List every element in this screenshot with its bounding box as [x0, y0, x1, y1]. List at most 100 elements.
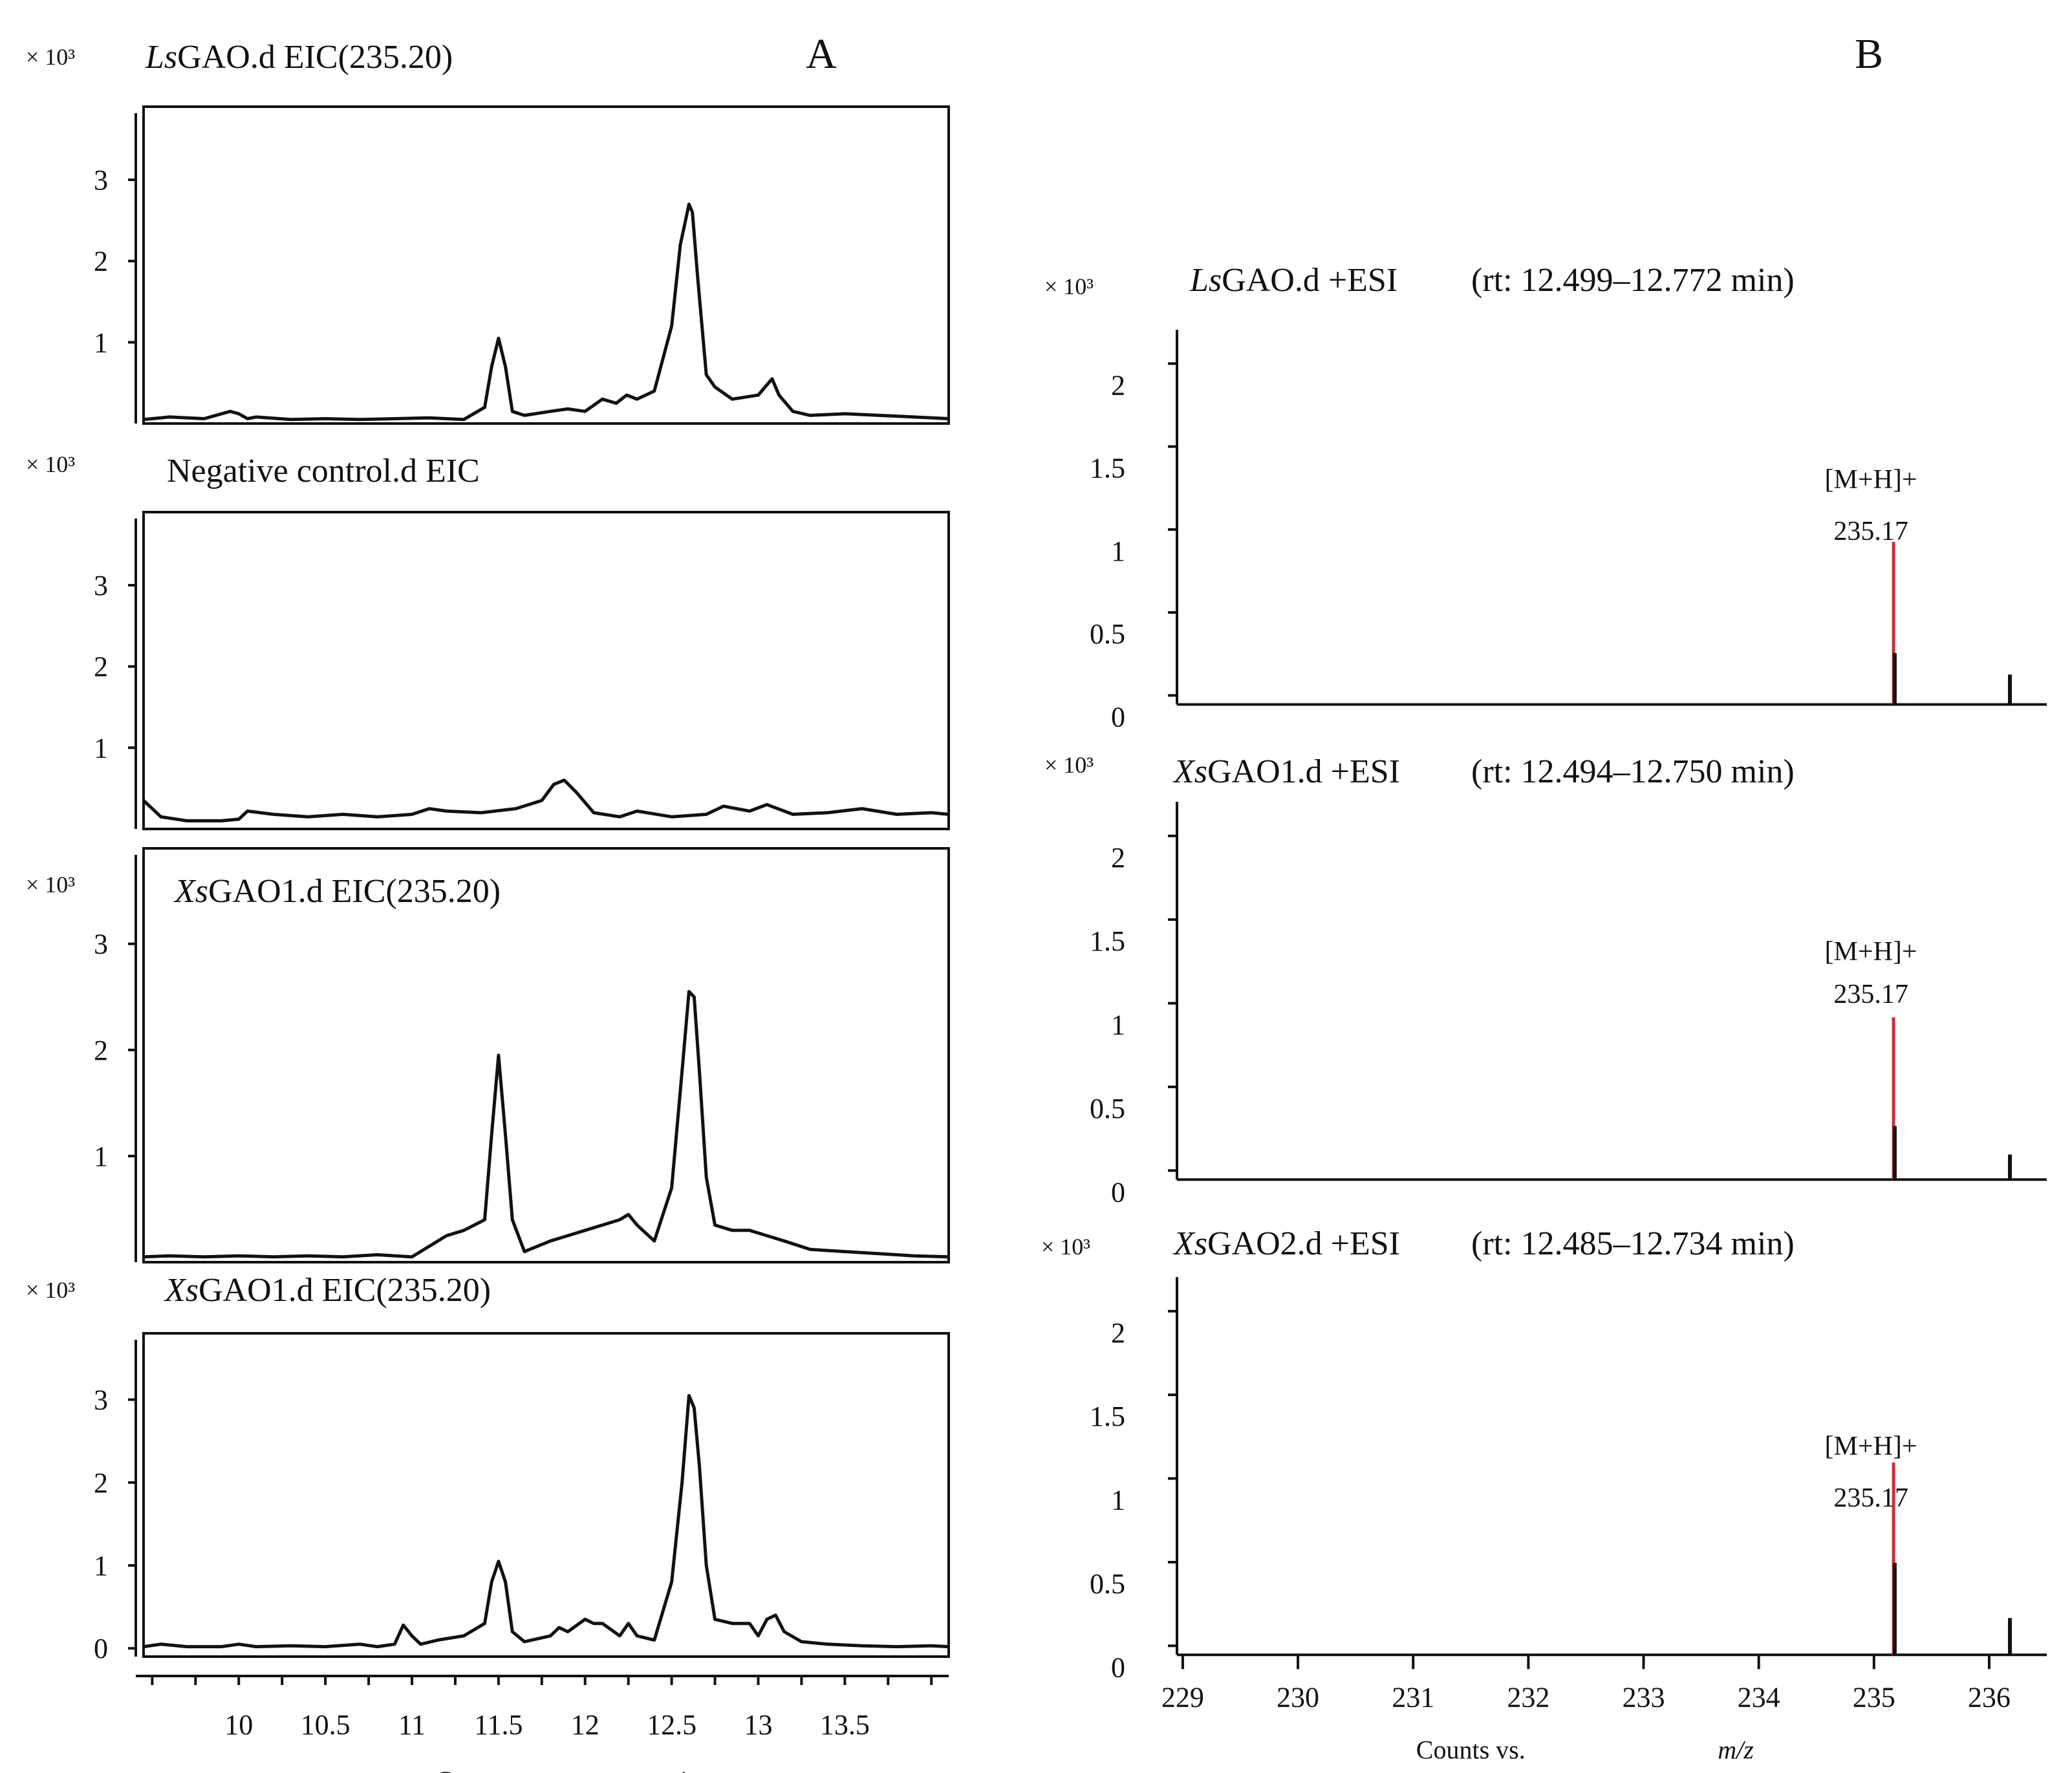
chart-2: × 10³ Negative control.d EIC 1 2 3 — [26, 451, 950, 830]
y-tick-label: 1.5 — [1090, 453, 1125, 484]
y-multiplier-label: × 10³ — [1041, 1234, 1090, 1260]
x-tick-label: 10 — [224, 1709, 253, 1741]
x-axis-label-unit: min — [660, 1766, 700, 1773]
y-tick-label: 2 — [94, 651, 108, 683]
x-tick-label: 234 — [1738, 1681, 1780, 1713]
x-tick-label: 11.5 — [474, 1709, 523, 1741]
peak-annotation-mz: 235.17 — [1833, 980, 1908, 1009]
chart-title-text: GAO1.d EIC(235.20) — [208, 873, 501, 910]
y-tick-label: 1.5 — [1090, 925, 1125, 957]
y-tick-label: 1 — [94, 327, 108, 358]
chart-7: × 10³ XsGAO2.d +ESI (rt: 12.485–12.734 min… — [1041, 1225, 2047, 1764]
y-tick-label: 1 — [94, 732, 108, 764]
y-multiplier-label: × 10³ — [26, 1277, 75, 1303]
y-tick-label: 3 — [94, 570, 108, 601]
y-multiplier-label: × 10³ — [26, 44, 75, 70]
chart-title: XsGAO1.d EIC(235.20) — [164, 1272, 491, 1309]
plot-frame — [142, 1332, 950, 1658]
y-multiplier-label: × 10³ — [26, 451, 75, 477]
x-tick-label: 10.5 — [301, 1709, 351, 1741]
x-tick-label: 12 — [571, 1709, 599, 1741]
x-tick-label: 230 — [1277, 1681, 1319, 1713]
x-tick-label: 232 — [1507, 1681, 1549, 1713]
y-tick-label: 2 — [94, 246, 108, 277]
chart-6: × 10³ XsGAO1.d +ESI (rt: 12.494–12.750 min… — [1044, 752, 2047, 1208]
peak-annotation-mz: 235.17 — [1833, 517, 1908, 546]
y-tick-label: 1.5 — [1090, 1401, 1125, 1432]
y-tick-label: 0 — [1111, 1176, 1125, 1208]
chart-title-italic: Xs — [164, 1272, 199, 1309]
chart-title-text: Negative control.d EIC — [167, 453, 480, 489]
y-tick-label: 0.5 — [1090, 618, 1125, 650]
chart-title: XsGAO1.d EIC(235.20) — [173, 873, 501, 910]
chart-title-text: GAO.d EIC(235.20) — [177, 39, 453, 76]
x-axis-label-counts: Counts vs. — [435, 1766, 545, 1773]
panel-label-a: A — [806, 30, 837, 78]
chart-title: LsGAO.d +ESI — [1189, 262, 1398, 299]
panel-label-b: B — [1855, 30, 1883, 78]
chart-title-italic: Ls — [145, 39, 177, 76]
chart-3: × 10³ XsGAO1.d EIC(235.20) 1 2 3 — [26, 847, 950, 1263]
y-tick-label: 3 — [94, 1384, 108, 1416]
peak-annotation-mz: 235.17 — [1833, 1483, 1908, 1513]
retention-time-label: (rt: 12.499–12.772 min) — [1471, 262, 1795, 299]
plot-frame — [142, 105, 950, 425]
chromatogram-trace — [142, 779, 949, 822]
chart-title-text: GAO1.d +ESI — [1207, 753, 1400, 790]
chart-5: × 10³ LsGAO.d +ESI (rt: 12.499–12.772 min)… — [1044, 262, 2047, 733]
chart-title-italic: Xs — [1172, 753, 1207, 790]
x-tick-label: 229 — [1161, 1681, 1204, 1713]
charts-layer: × 10³ LsGAO.d EIC(235.20)123× 10³ Negative… — [26, 39, 2047, 1773]
chart-title: LsGAO.d EIC(235.20) — [145, 39, 453, 76]
y-multiplier-label: × 10³ — [1044, 274, 1094, 299]
plot-frame — [142, 511, 950, 830]
y-tick-label: 2 — [1111, 369, 1125, 401]
chart-1: × 10³ LsGAO.d EIC(235.20) 1 2 3 — [26, 39, 950, 425]
y-tick-label: 2 — [94, 1467, 108, 1499]
plot-frame — [142, 847, 950, 1263]
y-tick-label: 0 — [1111, 701, 1125, 733]
x-tick-label: 231 — [1392, 1681, 1434, 1713]
chart-title: XsGAO2.d +ESI — [1172, 1225, 1400, 1262]
x-tick-label: 12.5 — [647, 1709, 696, 1741]
y-tick-label: 0.5 — [1090, 1093, 1125, 1124]
chart-title: Negative control.d EIC — [167, 453, 480, 489]
y-multiplier-label: × 10³ — [1044, 752, 1094, 778]
retention-time-label: (rt: 12.485–12.734 min) — [1471, 1225, 1795, 1262]
y-tick-label: 1 — [1111, 535, 1125, 567]
chart-title-italic: Ls — [1189, 262, 1222, 299]
y-tick-label: 3 — [94, 164, 108, 196]
x-tick-label: 236 — [1968, 1681, 2011, 1713]
y-tick-label: 1 — [1111, 1009, 1125, 1041]
y-multiplier-label: × 10³ — [26, 872, 75, 897]
chart-title: XsGAO1.d +ESI — [1172, 753, 1400, 790]
y-tick-label: 2 — [1111, 842, 1125, 874]
chromatogram-trace — [143, 202, 949, 422]
y-tick-label: 1 — [94, 1141, 108, 1172]
chromatogram-trace — [143, 1393, 949, 1649]
x-tick-label: 13.5 — [820, 1709, 870, 1741]
x-tick-label: 11 — [398, 1709, 426, 1741]
peak-annotation-ion: [M+H]+ — [1825, 465, 1917, 495]
y-tick-label: 3 — [94, 929, 108, 960]
chart-title-text: GAO1.d EIC(235.20) — [199, 1272, 491, 1309]
y-tick-label: 1 — [1111, 1485, 1125, 1516]
retention-time-label: (rt: 12.494–12.750 min) — [1471, 753, 1795, 790]
y-tick-label: 0.5 — [1090, 1568, 1125, 1600]
y-tick-label: 2 — [94, 1035, 108, 1066]
chart-title-italic: Xs — [173, 873, 208, 910]
x-tick-label: 233 — [1622, 1681, 1665, 1713]
y-tick-label: 0 — [1111, 1651, 1125, 1683]
chromatogram-trace — [143, 990, 949, 1259]
y-tick-label: 2 — [1111, 1317, 1125, 1349]
x-axis-label-counts: Counts vs. — [1416, 1735, 1526, 1764]
peak-annotation-ion: [M+H]+ — [1825, 1432, 1917, 1461]
y-tick-label: 0 — [94, 1633, 108, 1664]
x-tick-label: 235 — [1853, 1681, 1895, 1713]
chart-title-italic: Xs — [1172, 1225, 1207, 1262]
chart-title-text: GAO.d +ESI — [1222, 262, 1398, 299]
y-tick-label: 1 — [94, 1550, 108, 1582]
peak-annotation-ion: [M+H]+ — [1825, 937, 1917, 967]
x-tick-label: 13 — [744, 1709, 772, 1741]
